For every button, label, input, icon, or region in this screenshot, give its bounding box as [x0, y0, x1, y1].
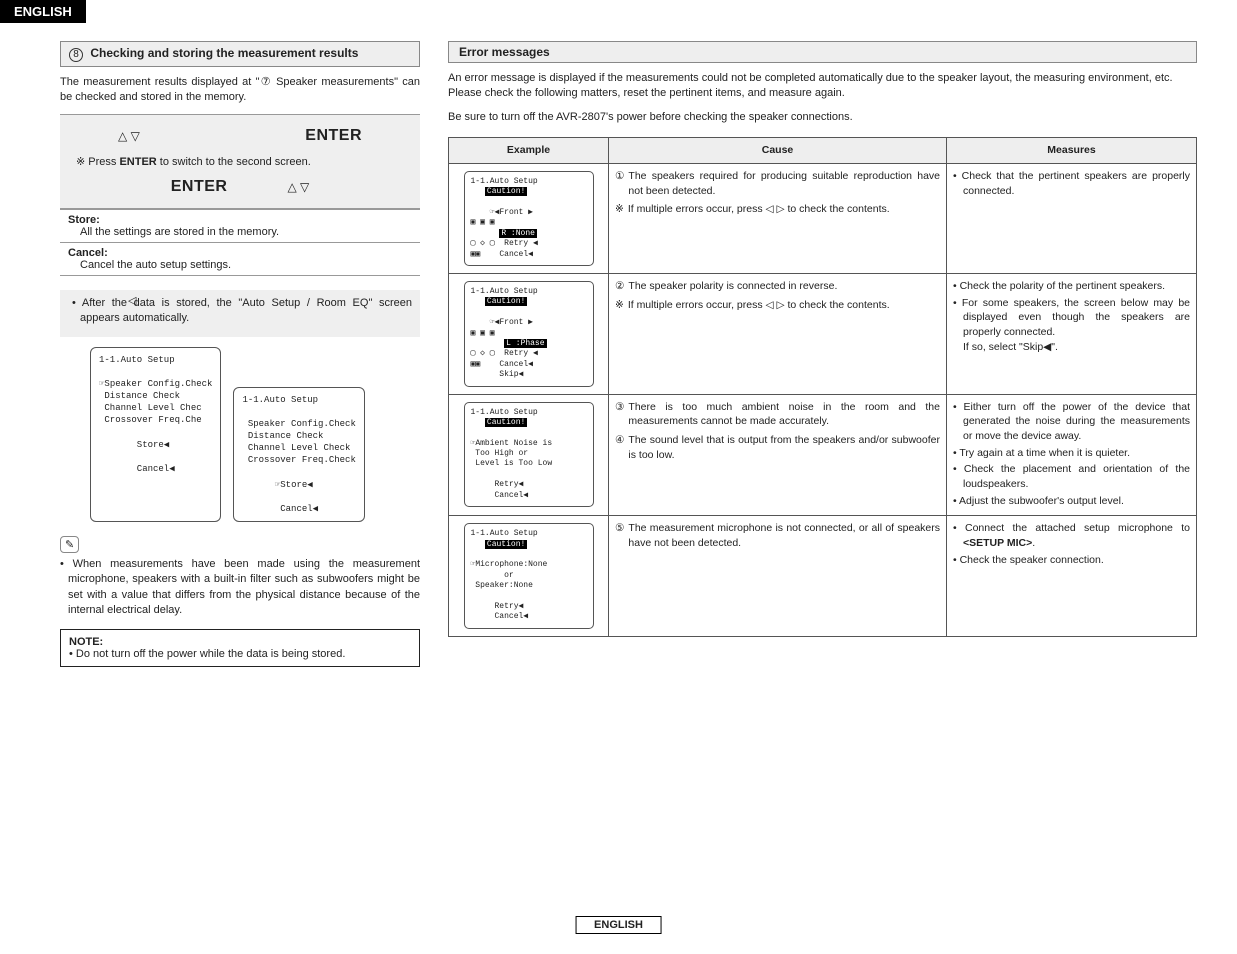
pencil-note-block: ✎ • When measurements have been made usi…: [60, 536, 420, 619]
cause-text: The speakers required for producing suit…: [628, 169, 940, 198]
th-measures: Measures: [947, 138, 1197, 164]
cause-number: ③: [615, 400, 624, 429]
after-store-note: ◁ • After the data is stored, the "Auto …: [60, 290, 420, 337]
measures-cell: • Either turn off the power of the devic…: [947, 394, 1197, 516]
cause-number: ②: [615, 279, 624, 294]
error-intro-2: Be sure to turn off the AVR-2807's power…: [448, 110, 1197, 125]
store-title: Store:: [68, 214, 412, 226]
store-body: All the settings are stored in the memor…: [68, 226, 412, 238]
cause-number: ※: [615, 298, 624, 313]
measures-cell: • Check the polarity of the pertinent sp…: [947, 273, 1197, 394]
lcd-screen-2: 1-1.Auto Setup Speaker Config.Check Dist…: [233, 387, 364, 522]
footer-language: ENGLISH: [575, 916, 662, 934]
page-body: 8 Checking and storing the measurement r…: [0, 23, 1237, 667]
cause-cell: ③There is too much ambient noise in the …: [609, 394, 947, 516]
right-column: Error messages An error message is displ…: [448, 41, 1197, 667]
error-heading: Error messages: [448, 41, 1197, 63]
measure-item: • Check the speaker connection.: [953, 553, 1190, 568]
cause-text: If multiple errors occur, press ◁ ▷ to c…: [628, 298, 940, 313]
measure-item: • Try again at a time when it is quieter…: [953, 446, 1190, 461]
measures-cell: • Connect the attached setup microphone …: [947, 516, 1197, 637]
mini-lcd: 1-1.Auto Setup Caution! ☞◀Front ▶ ▣ ▣ ▣ …: [464, 171, 594, 266]
cause-number: ※: [615, 202, 624, 217]
cause-item: ③There is too much ambient noise in the …: [615, 400, 940, 429]
pencil-note-text: When measurements have been made using t…: [68, 558, 420, 616]
th-cause: Cause: [609, 138, 947, 164]
lcd-screen-1: 1-1.Auto Setup ☞Speaker Config.Check Dis…: [90, 347, 221, 522]
measure-item: • Connect the attached setup microphone …: [953, 521, 1190, 550]
cause-text: The sound level that is output from the …: [628, 433, 940, 462]
cause-text: The measurement microphone is not connec…: [628, 521, 940, 550]
cause-item: ⑤The measurement microphone is not conne…: [615, 521, 940, 550]
error-table: Example Cause Measures 1-1.Auto Setup Ca…: [448, 137, 1197, 637]
up-down-icon-2: △ ▽: [287, 180, 309, 194]
cancel-block: Cancel: Cancel the auto setup settings.: [60, 243, 420, 276]
measures-cell: • Check that the pertinent speakers are …: [947, 163, 1197, 273]
measure-item: • Check the polarity of the pertinent sp…: [953, 279, 1190, 294]
up-down-icon: △ ▽: [118, 129, 140, 143]
cause-text: If multiple errors occur, press ◁ ▷ to c…: [628, 202, 940, 217]
store-block: Store: All the settings are stored in th…: [60, 209, 420, 243]
table-row: 1-1.Auto Setup Caution! ☞Microphone:None…: [449, 516, 1197, 637]
mini-lcd: 1-1.Auto Setup Caution! ☞◀Front ▶ ▣ ▣ ▣ …: [464, 281, 594, 387]
enter-label-2: ENTER: [171, 178, 228, 196]
note-label: NOTE:: [69, 636, 103, 648]
section-number: 8: [69, 48, 83, 62]
measure-item: • Check that the pertinent speakers are …: [953, 169, 1190, 198]
cause-item: ※ If multiple errors occur, press ◁ ▷ to …: [615, 298, 940, 313]
note-box: NOTE: • Do not turn off the power while …: [60, 629, 420, 667]
cause-item: ④The sound level that is output from the…: [615, 433, 940, 462]
note-body: Do not turn off the power while the data…: [76, 648, 345, 660]
error-intro-1: An error message is displayed if the mea…: [448, 71, 1197, 102]
language-tab: ENGLISH: [0, 0, 86, 23]
example-cell: 1-1.Auto Setup Caution! ☞◀Front ▶ ▣ ▣ ▣ …: [449, 163, 609, 273]
cause-cell: ①The speakers required for producing sui…: [609, 163, 947, 273]
cause-number: ④: [615, 433, 624, 462]
mini-lcd: 1-1.Auto Setup Caution! ☞Ambient Noise i…: [464, 402, 594, 508]
example-cell: 1-1.Auto Setup Caution! ☞◀Front ▶ ▣ ▣ ▣ …: [449, 273, 609, 394]
section-heading: 8 Checking and storing the measurement r…: [60, 41, 420, 67]
measure-item: • Either turn off the power of the devic…: [953, 400, 1190, 444]
cause-text: The speaker polarity is connected in rev…: [628, 279, 940, 294]
left-column: 8 Checking and storing the measurement r…: [60, 41, 420, 667]
cause-item: ② The speaker polarity is connected in re…: [615, 279, 940, 294]
table-row: 1-1.Auto Setup Caution! ☞Ambient Noise i…: [449, 394, 1197, 516]
cause-number: ①: [615, 169, 624, 198]
measure-item: • Check the placement and orientation of…: [953, 462, 1190, 491]
cause-cell: ⑤The measurement microphone is not conne…: [609, 516, 947, 637]
table-row: 1-1.Auto Setup Caution! ☞◀Front ▶ ▣ ▣ ▣ …: [449, 163, 1197, 273]
example-cell: 1-1.Auto Setup Caution! ☞Ambient Noise i…: [449, 394, 609, 516]
switch-note: ※ Press ENTER to switch to the second sc…: [68, 151, 412, 172]
left-triangle-icon: ◁: [128, 294, 136, 307]
cause-item: ①The speakers required for producing sui…: [615, 169, 940, 198]
mini-lcd: 1-1.Auto Setup Caution! ☞Microphone:None…: [464, 523, 594, 629]
cause-number: ⑤: [615, 521, 624, 550]
measure-item: • For some speakers, the screen below ma…: [953, 296, 1190, 355]
cancel-body: Cancel the auto setup settings.: [68, 259, 412, 271]
table-row: 1-1.Auto Setup Caution! ☞◀Front ▶ ▣ ▣ ▣ …: [449, 273, 1197, 394]
cause-item: ※ If multiple errors occur, press ◁ ▷ to …: [615, 202, 940, 217]
example-cell: 1-1.Auto Setup Caution! ☞Microphone:None…: [449, 516, 609, 637]
cause-text: There is too much ambient noise in the r…: [628, 400, 940, 429]
cancel-title: Cancel:: [68, 247, 412, 259]
enter-label: ENTER: [305, 127, 362, 145]
section-title: Checking and storing the measurement res…: [90, 46, 358, 60]
measure-item: • Adjust the subwoofer's output level.: [953, 494, 1190, 509]
lcd-pair: 1-1.Auto Setup ☞Speaker Config.Check Dis…: [90, 347, 420, 522]
control-box-1: △ ▽ ENTER ※ Press ENTER to switch to the…: [60, 114, 420, 209]
th-example: Example: [449, 138, 609, 164]
cause-cell: ② The speaker polarity is connected in re…: [609, 273, 947, 394]
intro-text: The measurement results displayed at "⑦ …: [60, 75, 420, 106]
pencil-icon: ✎: [60, 536, 79, 553]
